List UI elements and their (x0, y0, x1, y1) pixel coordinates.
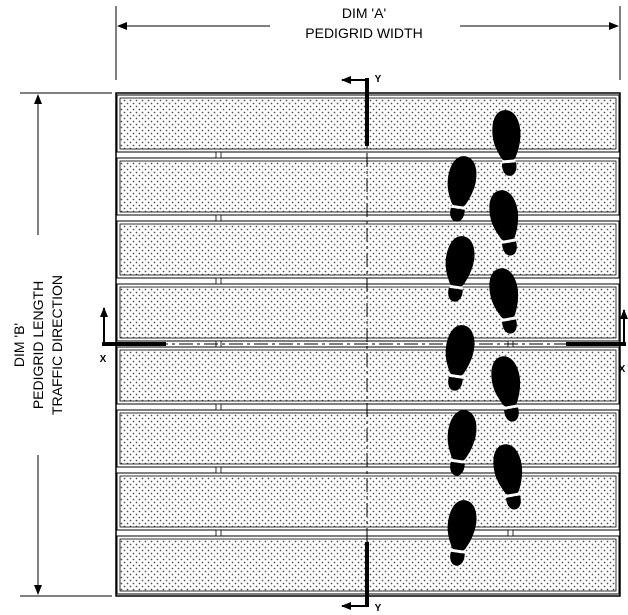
tread-panel-4 (116, 283, 620, 342)
tread-panel-3 (116, 220, 620, 279)
tread-panel-2 (116, 157, 620, 216)
section-y-bottom-label: Y (375, 603, 382, 614)
section-y-top-label: Y (375, 74, 382, 85)
dim-b-label: DIM 'B' (11, 323, 27, 367)
dim-b-sublabel: PEDIGRID LENGTH (30, 281, 46, 409)
section-x-marker: X X (100, 307, 628, 375)
dim-a-label: DIM 'A' (342, 5, 386, 21)
section-x-right-label: X (619, 364, 626, 375)
dim-b-dimension: DIM 'B' PEDIGRID LENGTH TRAFFIC DIRECTIO… (11, 92, 112, 597)
tread-panel-5 (116, 346, 620, 405)
section-y-marker: Y Y (341, 74, 382, 614)
tread-panel-6 (116, 409, 620, 468)
tread-panels (116, 94, 620, 595)
tread-panel-7 (116, 472, 620, 531)
dim-a-dimension: DIM 'A' PEDIGRID WIDTH (115, 5, 621, 80)
dim-a-sublabel: PEDIGRID WIDTH (305, 25, 422, 41)
section-x-left-label: X (100, 354, 107, 365)
dim-b-traffic-label: TRAFFIC DIRECTION (49, 275, 65, 415)
